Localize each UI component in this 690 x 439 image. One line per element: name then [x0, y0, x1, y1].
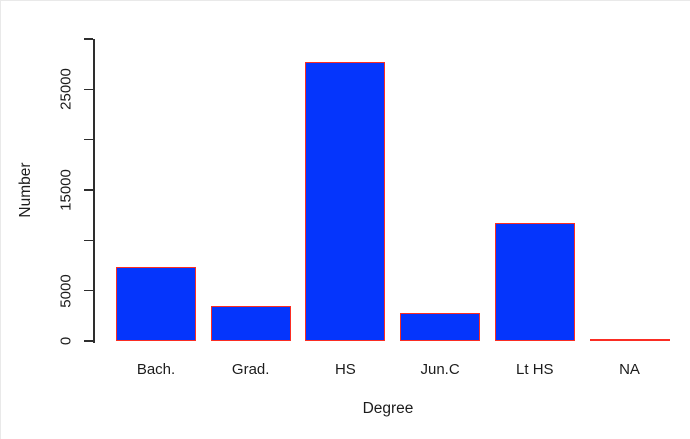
x-tick-label: Lt HS [516, 361, 554, 378]
bar-na [589, 339, 670, 341]
y-tick-label: 25000 [57, 68, 75, 111]
y-tick-label: 5000 [57, 273, 75, 308]
y-tick-label: 0 [57, 336, 75, 346]
y-tick-mark [84, 239, 93, 242]
y-tick-mark [84, 138, 93, 141]
y-tick-mark [84, 189, 93, 191]
bar-bach [116, 266, 196, 341]
bar-hs [305, 62, 386, 341]
y-axis-title: Number [17, 162, 34, 218]
x-tick-label: HS [334, 361, 356, 378]
bar-lt-hs [494, 223, 575, 341]
bar-jun-c [400, 312, 481, 341]
y-axis-line [93, 39, 95, 343]
y-tick-mark [84, 289, 93, 292]
y-tick-mark [84, 340, 93, 342]
x-axis-title: Degree [362, 400, 414, 417]
x-tick-label: Jun.C [420, 361, 460, 378]
y-tick-mark [84, 88, 93, 91]
x-tick-label: NA [619, 361, 640, 378]
bar-grad [210, 305, 291, 341]
y-tick-label: 15000 [57, 169, 75, 211]
y-tick-mark [84, 38, 93, 40]
x-tick-label: Bach. [136, 361, 176, 378]
x-tick-label: Grad. [231, 361, 270, 378]
